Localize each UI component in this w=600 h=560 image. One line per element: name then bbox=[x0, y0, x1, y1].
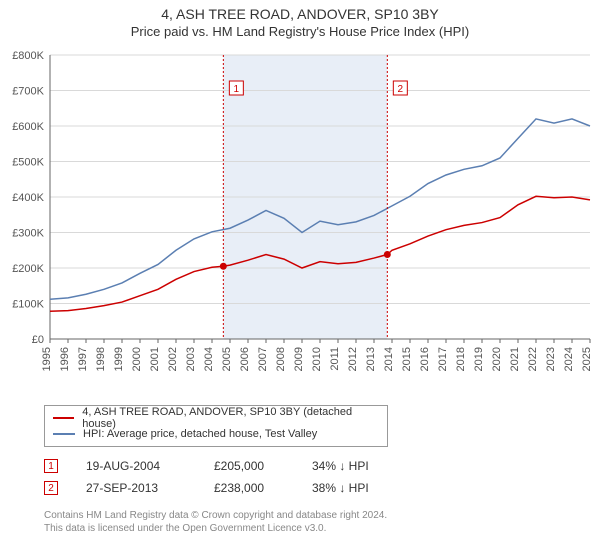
svg-text:2019: 2019 bbox=[473, 347, 485, 371]
svg-text:2011: 2011 bbox=[329, 347, 341, 371]
sales-table: 1 19-AUG-2004 £205,000 34% ↓ HPI 2 27-SEP-201… bbox=[44, 455, 600, 499]
sale-marker-box: 2 bbox=[44, 481, 58, 495]
svg-text:£200K: £200K bbox=[12, 263, 44, 275]
sale-date: 27-SEP-2013 bbox=[86, 481, 186, 495]
legend: 4, ASH TREE ROAD, ANDOVER, SP10 3BY (det… bbox=[44, 405, 388, 447]
svg-text:2010: 2010 bbox=[311, 347, 323, 371]
svg-text:2021: 2021 bbox=[509, 347, 521, 371]
svg-text:2024: 2024 bbox=[563, 347, 575, 371]
sale-row: 2 27-SEP-2013 £238,000 38% ↓ HPI bbox=[44, 477, 600, 499]
footer-line-1: Contains HM Land Registry data © Crown c… bbox=[44, 509, 600, 522]
svg-text:2005: 2005 bbox=[221, 347, 233, 371]
legend-label: HPI: Average price, detached house, Test… bbox=[83, 428, 317, 440]
svg-text:£0: £0 bbox=[32, 334, 44, 346]
titles: 4, ASH TREE ROAD, ANDOVER, SP10 3BY Pric… bbox=[0, 0, 600, 39]
svg-text:2008: 2008 bbox=[275, 347, 287, 371]
svg-text:2016: 2016 bbox=[419, 347, 431, 371]
svg-text:2013: 2013 bbox=[365, 347, 377, 371]
chart-title: 4, ASH TREE ROAD, ANDOVER, SP10 3BY bbox=[0, 6, 600, 22]
svg-text:1997: 1997 bbox=[77, 347, 89, 371]
line-chart-svg: £0 £100K £200K £300K £400K £500K £600K £700K £80… bbox=[0, 39, 600, 399]
legend-row: 4, ASH TREE ROAD, ANDOVER, SP10 3BY (det… bbox=[53, 410, 379, 426]
sale-row: 1 19-AUG-2004 £205,000 34% ↓ HPI bbox=[44, 455, 600, 477]
svg-text:2002: 2002 bbox=[167, 347, 179, 371]
svg-text:2020: 2020 bbox=[491, 347, 503, 371]
svg-text:2025: 2025 bbox=[581, 347, 593, 371]
svg-text:2003: 2003 bbox=[185, 347, 197, 371]
svg-text:£600K: £600K bbox=[12, 121, 44, 133]
svg-text:£800K: £800K bbox=[12, 50, 44, 62]
sale-price: £238,000 bbox=[214, 481, 284, 495]
svg-text:1996: 1996 bbox=[59, 347, 71, 371]
sale-hpi: 34% ↓ HPI bbox=[312, 459, 392, 473]
svg-text:1: 1 bbox=[234, 84, 240, 95]
svg-text:2009: 2009 bbox=[293, 347, 305, 371]
legend-swatch bbox=[53, 433, 75, 435]
svg-text:£700K: £700K bbox=[12, 86, 44, 98]
svg-text:2000: 2000 bbox=[131, 347, 143, 371]
sale-hpi: 38% ↓ HPI bbox=[312, 481, 392, 495]
sale-date: 19-AUG-2004 bbox=[86, 459, 186, 473]
chart-area: £0 £100K £200K £300K £400K £500K £600K £700K £80… bbox=[0, 39, 600, 399]
sale-price: £205,000 bbox=[214, 459, 284, 473]
svg-text:1999: 1999 bbox=[113, 347, 125, 371]
svg-text:2001: 2001 bbox=[149, 347, 161, 371]
legend-swatch bbox=[53, 417, 74, 419]
svg-text:2014: 2014 bbox=[383, 347, 395, 371]
attribution-footer: Contains HM Land Registry data © Crown c… bbox=[44, 509, 600, 535]
legend-label: 4, ASH TREE ROAD, ANDOVER, SP10 3BY (det… bbox=[82, 406, 379, 430]
footer-line-2: This data is licensed under the Open Gov… bbox=[44, 522, 600, 535]
chart-container: 4, ASH TREE ROAD, ANDOVER, SP10 3BY Pric… bbox=[0, 0, 600, 535]
svg-text:2018: 2018 bbox=[455, 347, 467, 371]
svg-text:2022: 2022 bbox=[527, 347, 539, 371]
sale-marker-box: 1 bbox=[44, 459, 58, 473]
svg-text:£400K: £400K bbox=[12, 192, 44, 204]
svg-text:2015: 2015 bbox=[401, 347, 413, 371]
svg-text:1998: 1998 bbox=[95, 347, 107, 371]
svg-text:1995: 1995 bbox=[41, 347, 53, 371]
svg-text:£500K: £500K bbox=[12, 157, 44, 169]
svg-text:£100K: £100K bbox=[12, 299, 44, 311]
chart-subtitle: Price paid vs. HM Land Registry's House … bbox=[0, 24, 600, 39]
svg-text:£300K: £300K bbox=[12, 228, 44, 240]
svg-text:2004: 2004 bbox=[203, 347, 215, 371]
svg-text:2: 2 bbox=[398, 84, 404, 95]
svg-text:2007: 2007 bbox=[257, 347, 269, 371]
svg-text:2012: 2012 bbox=[347, 347, 359, 371]
svg-text:2023: 2023 bbox=[545, 347, 557, 371]
svg-text:2017: 2017 bbox=[437, 347, 449, 371]
svg-text:2006: 2006 bbox=[239, 347, 251, 371]
